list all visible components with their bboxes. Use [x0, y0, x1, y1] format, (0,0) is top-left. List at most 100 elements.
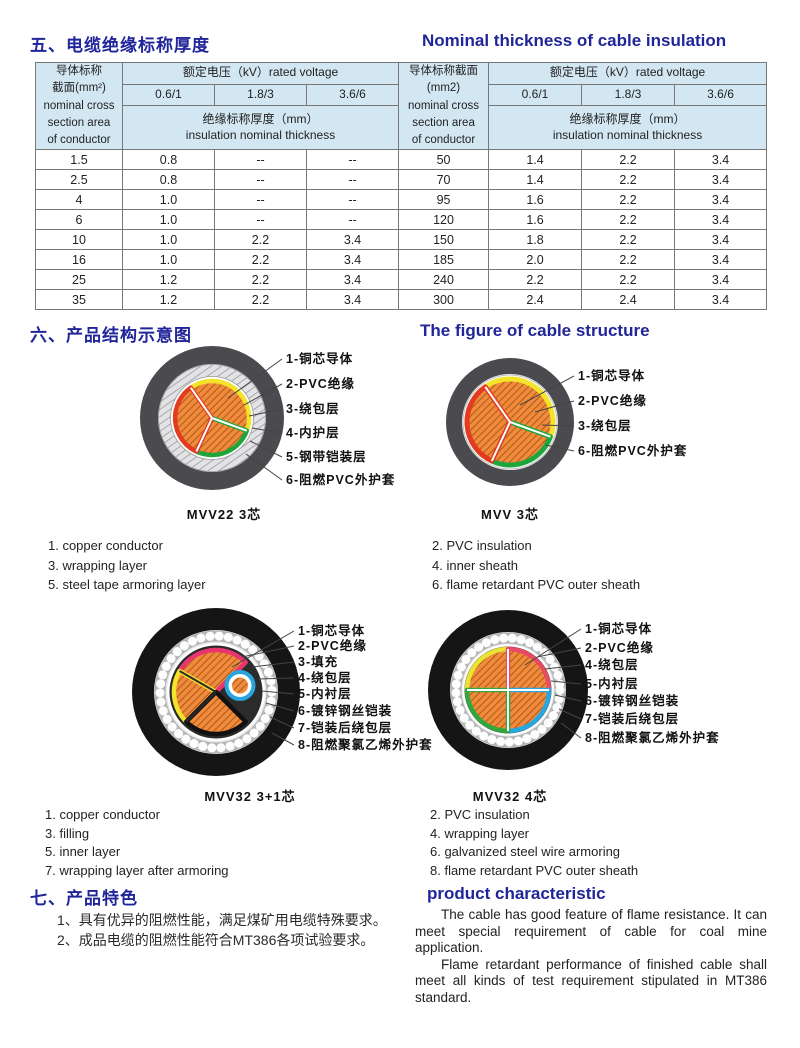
insulation-label-en: insulation nominal thickness — [185, 127, 336, 142]
voltage-col: 3.6/6 — [674, 83, 768, 107]
legend-item: 6. flame retardant PVC outer sheath — [432, 577, 641, 592]
table-row: 4 1.0 -- -- 95 1.6 2.2 3.4 — [35, 189, 768, 211]
table-cell: 185 — [398, 249, 490, 271]
legend-item: 3. wrapping layer — [48, 557, 147, 573]
caption-mvv32-3plus1: MVV32 3+1芯 — [204, 789, 296, 804]
table-cell: 1.2 — [122, 269, 215, 291]
voltage-col: 0.6/1 — [488, 83, 583, 107]
table-cell: 3.4 — [305, 269, 400, 291]
section7-title-zh: 七、产品特色 — [30, 889, 138, 908]
diagram-label: 5-内衬层 — [585, 676, 639, 691]
table-cell: 1.8 — [488, 229, 583, 251]
table-cell: 2.2 — [581, 229, 676, 251]
table-row: 6 1.0 -- -- 120 1.6 2.2 3.4 — [35, 209, 768, 231]
table-cell: 3.4 — [674, 209, 768, 231]
table-cell: 1.0 — [122, 249, 215, 271]
section6-title-zh: 六、产品结构示意图 — [30, 326, 192, 345]
diagram-label: 3-绕包层 — [578, 418, 632, 433]
feature-item: 2、成品电缆的阻燃性能符合MT386各项试验要求。 — [57, 932, 375, 948]
insulation-table: 导体标称 截面(mm²) nominal cross section area … — [35, 61, 768, 311]
legend-item: 5. steel tape armoring layer — [48, 577, 206, 592]
legend-item: 8. flame retardant PVC outer sheath — [430, 862, 639, 878]
table-row: 1.5 0.8 -- -- 50 1.4 2.2 3.4 — [35, 149, 768, 171]
diagram-label: 4-绕包层 — [585, 657, 639, 672]
diagram-label: 3-填充 — [298, 654, 338, 669]
header-line: section area — [412, 116, 475, 129]
table-cell: 3.4 — [674, 249, 768, 271]
characteristic-paragraph: Flame retardant performance of finished … — [415, 956, 767, 1005]
table-cell: 300 — [398, 289, 490, 311]
diagram-label: 6-镀锌钢丝铠装 — [585, 693, 679, 708]
leader-lines — [231, 630, 295, 746]
header-line: nominal cross — [408, 99, 479, 112]
voltage-col: 0.6/1 — [122, 83, 215, 107]
table-cell: -- — [305, 189, 400, 211]
legend-item: 6. galvanized steel wire armoring — [430, 844, 621, 859]
table-cell: 3.4 — [305, 289, 400, 311]
characteristic-paragraph: The cable has good feature of flame resi… — [415, 907, 767, 955]
feature-item: 1、具有优异的阻燃性能，满足煤矿用电缆特殊要求。 — [57, 912, 387, 928]
table-cell: -- — [305, 169, 400, 191]
legend1-left: 1. copper conductor 3. wrapping layer 5.… — [48, 536, 206, 595]
table-cell: 35 — [35, 289, 123, 311]
voltage-col: 3.6/6 — [305, 83, 400, 107]
table-cell: -- — [214, 149, 307, 171]
table-cell: 3.4 — [674, 289, 768, 311]
rated-voltage-header-left: 额定电压（kV）rated voltage — [121, 62, 400, 85]
legend-item: 2. PVC insulation — [432, 538, 532, 553]
table-row: 25 1.2 2.2 3.4 240 2.2 2.2 3.4 — [35, 269, 768, 291]
diagram-label: 1-铜芯导体 — [286, 351, 353, 366]
diagram-label: 6-阻燃PVC外护套 — [286, 472, 395, 487]
table-cell: 1.0 — [122, 209, 215, 231]
caption-mvv32-4: MVV32 4芯 — [472, 789, 548, 804]
leader-lines — [524, 628, 582, 739]
table-cell: 120 — [398, 209, 490, 231]
table-cell: 2.2 — [214, 229, 307, 251]
header-line: nominal cross — [43, 99, 115, 112]
voltage-col: 1.8/3 — [581, 83, 676, 107]
table-cell: 2.2 — [581, 189, 676, 211]
header-line: 截面(mm²) — [52, 82, 106, 95]
diagram-label: 1-铜芯导体 — [578, 368, 645, 383]
cable-cross-section-mvv32-4: 1-铜芯导体 2-PVC绝缘 4-绕包层 5-内衬层 6-镀锌钢丝铠装 7-铠装… — [428, 610, 719, 770]
table-body: 1.5 0.8 -- -- 50 1.4 2.2 3.4 2.5 0.8 -- -- 70 1.4 2.2 3… — [35, 149, 768, 311]
table-cell: 10 — [35, 229, 123, 251]
header-line: section area — [47, 116, 111, 129]
table-cell: -- — [214, 189, 307, 211]
table-cell: 3.4 — [674, 269, 768, 291]
legend-item: 7. wrapping layer after armoring — [45, 862, 229, 878]
legend-item: 5. inner layer — [45, 844, 121, 859]
table-cell: 3.4 — [674, 149, 768, 171]
diagram-label: 2-PVC绝缘 — [585, 640, 654, 655]
table-row: 35 1.2 2.2 3.4 300 2.4 2.4 3.4 — [35, 289, 768, 311]
table-cell: 1.5 — [35, 149, 123, 171]
table-cell: -- — [305, 209, 400, 231]
legend-item: 1. copper conductor — [45, 807, 160, 822]
table-cell: 2.5 — [35, 169, 123, 191]
legend-item: 4. inner sheath — [432, 557, 519, 573]
header-line: of conductor — [411, 134, 476, 146]
table-cell: 2.2 — [488, 269, 583, 291]
insulation-label-en: insulation nominal thickness — [552, 127, 703, 142]
table-cell: 50 — [398, 149, 490, 171]
insulation-header-left: 绝缘标称厚度（mm） insulation nominal thickness — [121, 105, 400, 151]
table-cell: 70 — [398, 169, 490, 191]
left-rowhead: 导体标称 截面(mm²) nominal cross section area … — [35, 61, 123, 151]
table-cell: 2.4 — [488, 289, 583, 311]
table-cell: 6 — [35, 209, 123, 231]
diagram-label: 7-铠装后绕包层 — [585, 711, 679, 726]
table-cell: 2.2 — [581, 149, 676, 171]
voltage-col: 1.8/3 — [214, 83, 307, 107]
diagram-label: 4-内护层 — [286, 425, 340, 440]
diagram-label: 5-钢带铠装层 — [286, 449, 367, 464]
cable-cross-section-mvv: 1-铜芯导体 2-PVC绝缘 3-绕包层 6-阻燃PVC外护套 — [446, 358, 686, 486]
diagram-label: 6-镀锌钢丝铠装 — [298, 703, 392, 718]
table-cell: 2.2 — [581, 269, 676, 291]
header-line: 导体标称截面 — [409, 65, 479, 77]
table-cell: 1.2 — [122, 289, 215, 311]
caption-mvv: MVV 3芯 — [480, 507, 539, 522]
header-line: of conductor — [47, 134, 111, 146]
diagram-label: 8-阻燃聚氯乙烯外护套 — [298, 737, 433, 752]
table-cell: 3.4 — [305, 249, 400, 271]
